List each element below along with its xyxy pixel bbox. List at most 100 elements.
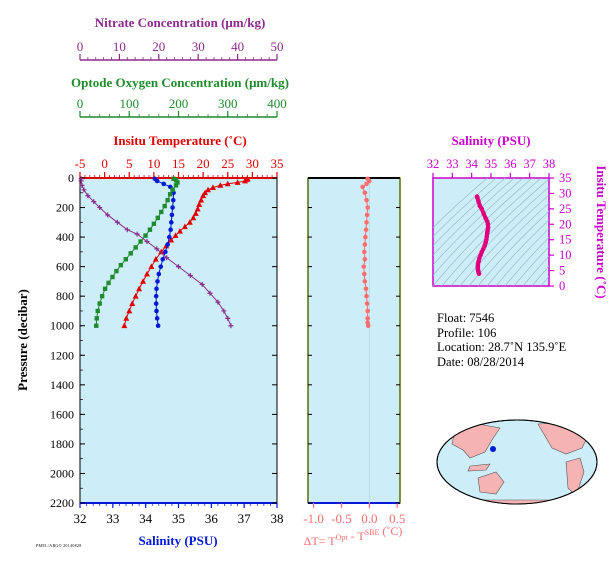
temperature-point xyxy=(152,256,159,262)
ts-salinity-tick-label: 34 xyxy=(465,157,478,171)
nitrate-point xyxy=(105,212,111,218)
nitrate-point xyxy=(134,231,140,237)
delta-t-point xyxy=(363,234,368,240)
ts-temperature-tick-label: 20 xyxy=(559,217,572,231)
temperature-axis-tick-label: 10 xyxy=(147,156,160,171)
density-contour xyxy=(433,178,542,286)
oxygen-point xyxy=(133,245,138,250)
salinity-point xyxy=(155,279,160,284)
salinity-tick-label: 38 xyxy=(271,511,284,526)
nitrate-point xyxy=(187,273,193,278)
ts-salinity-tick-label: 35 xyxy=(485,157,498,171)
delta-t-series xyxy=(360,176,372,329)
delta-t-point xyxy=(364,181,369,187)
salinity-point xyxy=(158,264,164,269)
nitrate-point xyxy=(144,239,150,245)
nitrate-point xyxy=(78,178,84,184)
oxygen-point xyxy=(143,233,148,238)
ts-salinity-tick-label: 38 xyxy=(543,157,556,171)
map-land-australia xyxy=(477,471,505,495)
map-land-asia xyxy=(451,423,501,459)
delta-t-point xyxy=(362,242,368,247)
float-location: Location: 28.7˚N 135.9˚E xyxy=(437,340,567,354)
salinity-point xyxy=(169,212,175,218)
delta-t-point xyxy=(363,227,369,233)
salinity-point xyxy=(156,271,162,277)
salinity-point xyxy=(161,181,167,187)
oxygen-axis-tick-label: 300 xyxy=(218,96,238,111)
nitrate-point xyxy=(79,182,85,188)
ts-temperature-tick-label: 10 xyxy=(559,248,572,262)
density-contour xyxy=(450,186,549,286)
density-contour xyxy=(433,178,524,266)
ts-temperature-tick-label: 15 xyxy=(559,233,572,247)
pressure-tick-label: 600 xyxy=(56,260,74,274)
nitrate-point xyxy=(85,193,91,199)
salinity-point xyxy=(153,293,159,299)
oxygen-axis-tick-label: 400 xyxy=(267,96,287,111)
nitrate-point xyxy=(154,246,160,252)
temperature-point xyxy=(140,278,147,284)
temperature-point xyxy=(168,236,175,243)
salinity-point xyxy=(165,242,170,247)
world-map xyxy=(436,419,598,505)
density-contour xyxy=(433,178,488,228)
oxygen-point xyxy=(128,251,133,256)
delta-t-tick-label: -1.0 xyxy=(303,511,324,526)
temperature-axis-tick-label: 5 xyxy=(126,156,133,171)
delta-t-point xyxy=(362,271,367,277)
oxygen-point xyxy=(167,192,173,197)
nitrate-axis-tick-label: 10 xyxy=(113,39,126,54)
ts-point xyxy=(481,211,486,216)
temperature-axis: -5 0 5 10 15 20 25 30 35 xyxy=(75,156,284,179)
nitrate-point xyxy=(97,205,103,211)
float-location-marker xyxy=(490,446,496,452)
ts-salinity-tick-label: 36 xyxy=(504,157,517,171)
salinity-point xyxy=(160,256,166,262)
density-contour xyxy=(513,246,549,286)
pressure-tick-label: 2200 xyxy=(50,496,74,510)
temperature-point xyxy=(132,292,139,299)
density-contour xyxy=(433,178,515,256)
pressure-tick-label: 1600 xyxy=(50,407,74,421)
pressure-tick-label: 400 xyxy=(56,230,74,244)
oxygen-point xyxy=(170,187,175,193)
delta-t-label-part: (˚C) xyxy=(379,524,402,538)
temperature-point xyxy=(181,223,188,230)
oxygen-point xyxy=(162,203,167,209)
delta-t-axis: -1.0 -0.5 0.0 0.5 xyxy=(303,177,405,526)
oxygen-point xyxy=(173,183,179,188)
density-contour xyxy=(495,228,549,286)
nitrate-point xyxy=(91,199,97,205)
delta-t-point xyxy=(362,256,368,262)
nitrate-point xyxy=(215,299,221,305)
salinity-tick-label: 36 xyxy=(205,511,219,526)
temperature-point xyxy=(196,201,203,207)
salinity-tick-label: 33 xyxy=(106,511,119,526)
map-land-south-america xyxy=(565,457,585,497)
oxygen-axis-tick-label: 100 xyxy=(120,96,140,111)
oxygen-point xyxy=(95,308,100,314)
delta-t-label-part: ΔT= T xyxy=(304,534,337,548)
oxygen-point xyxy=(106,280,111,286)
nitrate-point xyxy=(114,219,120,225)
ts-salinity-tick-label: 32 xyxy=(427,157,440,171)
density-contour xyxy=(433,178,497,237)
ts-series xyxy=(474,194,491,276)
temperature-point xyxy=(176,227,183,234)
oxygen-axis-tick-label: 200 xyxy=(169,96,189,111)
salinity-tick-label: 35 xyxy=(172,511,185,526)
salinity-axis: 32 33 34 35 36 37 38 xyxy=(74,503,284,526)
nitrate-point xyxy=(164,255,170,261)
oxygen-point xyxy=(155,215,161,221)
oxygen-point xyxy=(138,239,143,244)
temperature-axis-tick-label: 20 xyxy=(197,156,210,171)
salinity-point xyxy=(167,234,172,240)
nitrate-point xyxy=(228,323,234,329)
nitrate-axis-title: Nitrate Concentration (μm/kg) xyxy=(95,15,266,30)
oxygen-point xyxy=(171,176,176,181)
ts-salinity-tick-label: 37 xyxy=(523,157,536,171)
density-contour xyxy=(522,255,549,286)
delta-t-label-part: - T xyxy=(348,529,366,543)
oxygen-point xyxy=(173,178,179,183)
